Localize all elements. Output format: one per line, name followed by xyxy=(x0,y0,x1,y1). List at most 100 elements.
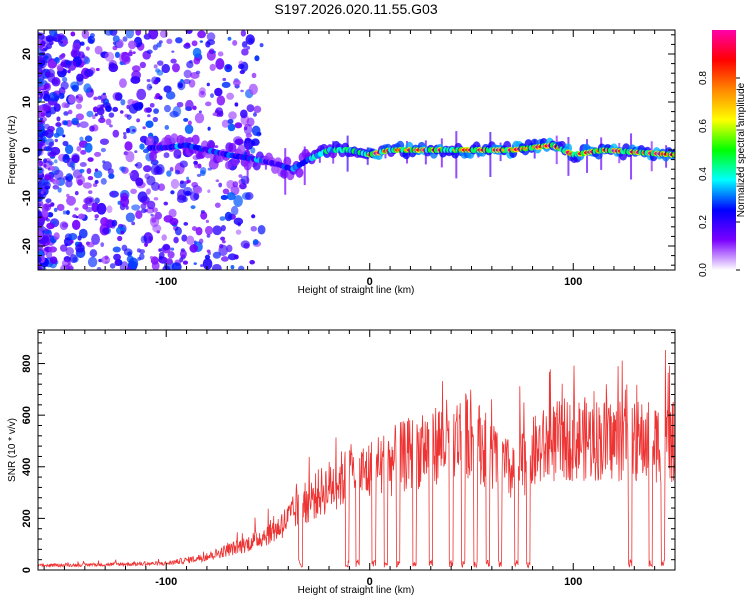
noise-blob xyxy=(170,178,180,190)
noise-blob xyxy=(65,210,70,215)
noise-blob xyxy=(126,266,131,270)
noise-blob xyxy=(85,46,90,51)
noise-blob xyxy=(92,182,98,188)
noise-blob xyxy=(135,162,143,169)
noise-blob xyxy=(38,202,42,208)
noise-blob xyxy=(79,41,85,46)
leakage-streak xyxy=(586,139,589,173)
noise-blob xyxy=(226,92,235,100)
noise-blob xyxy=(193,186,203,194)
noise-blob xyxy=(200,264,204,268)
noise-blob xyxy=(179,160,188,168)
noise-blob xyxy=(246,46,251,50)
noise-blob xyxy=(38,250,44,257)
noise-blob xyxy=(232,181,239,188)
noise-blob xyxy=(86,110,94,118)
noise-blob xyxy=(162,243,171,251)
noise-blob xyxy=(62,76,68,83)
noise-blob xyxy=(185,180,189,184)
noise-blob xyxy=(45,46,49,51)
noise-blob xyxy=(161,63,171,74)
noise-blob xyxy=(43,55,49,60)
noise-blob xyxy=(48,204,52,208)
ridge-halo xyxy=(206,139,215,150)
colorbar-label: Normalized spectral amplitude xyxy=(736,82,747,217)
noise-blob xyxy=(38,181,43,194)
noise-blob xyxy=(38,267,41,270)
noise-blob xyxy=(226,180,235,189)
noise-blob xyxy=(75,103,83,110)
noise-blob xyxy=(212,251,221,259)
noise-blob xyxy=(205,101,212,107)
noise-blob xyxy=(70,49,78,58)
noise-blob xyxy=(163,201,169,206)
noise-blob xyxy=(227,36,232,41)
noise-blob xyxy=(199,87,206,94)
noise-blob xyxy=(136,88,147,101)
noise-blob xyxy=(104,255,109,260)
noise-blob xyxy=(218,182,223,188)
noise-blob xyxy=(76,73,84,82)
noise-blob xyxy=(139,143,145,150)
noise-blob xyxy=(169,166,174,172)
noise-blob xyxy=(168,208,177,218)
noise-blob xyxy=(233,217,244,226)
noise-blob xyxy=(158,251,165,259)
noise-blob xyxy=(214,87,223,97)
noise-blob xyxy=(103,30,114,36)
noise-blob xyxy=(156,69,164,76)
noise-blob xyxy=(44,71,51,78)
noise-blob xyxy=(61,259,70,268)
noise-blob xyxy=(163,152,170,159)
noise-blob xyxy=(38,198,41,203)
noise-blob xyxy=(125,30,135,39)
noise-blob xyxy=(114,51,120,58)
y-tick-label: 10 xyxy=(21,96,33,108)
colorbar-ticks: 0.0 0.2 0.4 0.6 0.8 xyxy=(698,71,740,277)
noise-blob xyxy=(185,30,193,34)
noise-blob xyxy=(131,129,136,132)
noise-blob xyxy=(56,203,65,212)
noise-blob xyxy=(179,249,187,259)
noise-blob xyxy=(48,161,54,166)
noise-blob xyxy=(48,92,59,102)
noise-blob xyxy=(120,110,124,114)
noise-blob xyxy=(112,45,118,51)
noise-blob xyxy=(53,232,60,240)
noise-blob xyxy=(175,37,183,44)
y-tick-label: 0 xyxy=(21,147,33,153)
noise-blob xyxy=(146,78,151,83)
noise-blob xyxy=(105,105,113,112)
noise-blob xyxy=(43,123,50,130)
noise-blob xyxy=(83,56,91,65)
noise-blob xyxy=(197,30,206,39)
noise-blob xyxy=(170,58,177,64)
noise-blob xyxy=(208,48,215,55)
noise-blob xyxy=(131,221,136,226)
noise-blob xyxy=(135,177,144,187)
noise-blob xyxy=(220,194,228,201)
noise-blob xyxy=(211,263,222,270)
noise-blob xyxy=(215,58,225,70)
noise-blob xyxy=(65,179,73,188)
noise-blob xyxy=(102,161,112,171)
noise-blob xyxy=(130,76,141,84)
noise-blob xyxy=(186,235,195,245)
noise-blob xyxy=(67,109,73,115)
noise-blob xyxy=(169,217,179,226)
noise-blob xyxy=(158,40,163,44)
noise-blob xyxy=(83,83,92,94)
noise-blob xyxy=(89,249,98,258)
noise-blob xyxy=(222,240,226,244)
noise-blob xyxy=(120,230,125,235)
ridge-halo xyxy=(145,136,154,147)
snr-ylabel: SNR (10 * v/v) xyxy=(7,418,18,482)
noise-blob xyxy=(246,104,255,113)
noise-blob xyxy=(112,129,120,138)
noise-blob xyxy=(60,61,67,67)
noise-blob xyxy=(191,40,198,47)
noise-blob xyxy=(143,165,152,173)
noise-blob xyxy=(40,112,46,118)
noise-blob xyxy=(62,140,69,147)
noise-blob xyxy=(252,239,259,246)
